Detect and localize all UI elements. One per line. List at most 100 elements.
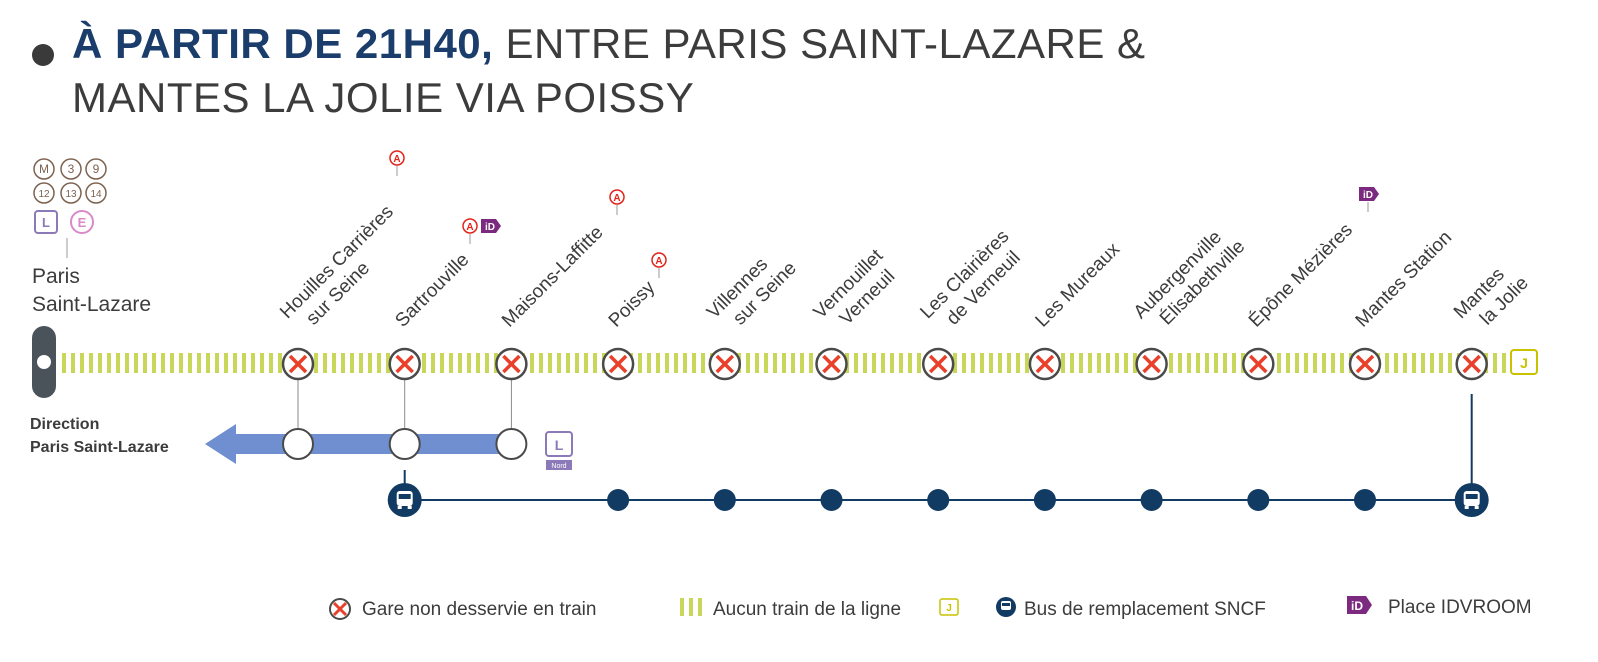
- station-4: Poissy A: [601, 252, 667, 511]
- closed-station-marker: [281, 347, 315, 381]
- title-route: ENTRE PARIS SAINT-LAZARE &: [493, 20, 1146, 67]
- metro-badge-13: 13: [60, 182, 82, 204]
- station-name: AubergenvilleÉlisabethville: [1130, 220, 1249, 339]
- svg-text:A: A: [466, 222, 473, 233]
- svg-text:iD: iD: [1351, 599, 1363, 613]
- end-line-j-badge: J: [1510, 349, 1538, 375]
- line-l-badge: L: [34, 210, 58, 234]
- bus-stop: [1354, 489, 1376, 511]
- rer-a-badge: A: [609, 189, 625, 215]
- station-8: Les Mureaux: [1028, 239, 1125, 511]
- origin-name-line2: Saint-Lazare: [32, 293, 151, 316]
- svg-text:J: J: [1520, 355, 1528, 371]
- closed-station-marker: [1348, 347, 1382, 381]
- legend-idvroom-icon: iD: [1347, 596, 1372, 614]
- svg-text:iD: iD: [1363, 190, 1373, 201]
- direction-stop: [388, 428, 421, 460]
- line-e-badge: E: [70, 210, 94, 234]
- bus-stop: [713, 489, 736, 511]
- station-name: Mantesla Jolie: [1450, 256, 1533, 339]
- svg-text:L: L: [555, 437, 564, 453]
- metro-badge-14: 14: [85, 182, 107, 204]
- svg-text:J: J: [946, 603, 952, 614]
- station-name: Épône Mézières: [1245, 220, 1357, 332]
- svg-text:A: A: [613, 193, 620, 204]
- title-time: À PARTIR DE 21H40,: [72, 20, 494, 67]
- closed-station-marker: [1028, 347, 1062, 381]
- legend-no-train-label: Aucun train de la ligne: [713, 599, 901, 620]
- bus-terminal-icon: [1454, 483, 1489, 517]
- closed-station-marker: [815, 347, 848, 381]
- closed-station-marker: [388, 347, 421, 381]
- page-title-line1: À PARTIR DE 21H40, ENTRE PARIS SAINT-LAZ…: [72, 20, 1146, 68]
- svg-text:14: 14: [90, 189, 102, 200]
- origin-name-line1: Paris: [32, 265, 80, 288]
- station-6: VernouilletVerneuil: [810, 245, 904, 511]
- no-train-hatching: [62, 353, 1506, 373]
- svg-text:13: 13: [65, 189, 77, 200]
- svg-text:A: A: [655, 256, 662, 267]
- metro-badge-M: M: [33, 158, 55, 180]
- bus-stop: [927, 489, 950, 511]
- direction-label-line2: Paris Saint-Lazare: [30, 439, 169, 456]
- svg-text:9: 9: [93, 162, 100, 176]
- bus-stop: [1247, 489, 1270, 511]
- station-2: Sartrouville A iD: [387, 218, 501, 517]
- idvroom-badge: iD: [481, 219, 501, 233]
- legend-no-train-icon: [680, 598, 702, 616]
- svg-text:12: 12: [38, 189, 50, 200]
- bus-stop: [1140, 489, 1163, 511]
- legend: Gare non desservie en train Aucun train …: [329, 596, 1532, 620]
- closed-station-marker: [1135, 347, 1168, 381]
- metro-badge-3: 3: [60, 158, 82, 180]
- station-name: Villennessur Seine: [703, 242, 801, 340]
- svg-text:3: 3: [68, 162, 75, 176]
- stations: Houilles Carrièressur SeineASartrouville…: [276, 150, 1533, 517]
- closed-station-marker: [921, 347, 955, 381]
- bus-stop: [1033, 489, 1056, 511]
- station-3: Maisons-Laffitte A: [495, 189, 625, 460]
- legend-line-j-badge: J: [939, 598, 959, 616]
- direction-stop: [495, 428, 528, 460]
- rer-a-badge: A: [389, 150, 405, 176]
- direction-arrow: [205, 424, 512, 464]
- closed-station-marker: [495, 347, 528, 381]
- direction-stop: [282, 428, 314, 460]
- station-12: Mantesla Jolie: [1450, 256, 1533, 517]
- legend-closed-label: Gare non desservie en train: [362, 599, 596, 620]
- legend-idvroom-label: Place IDVROOM: [1388, 597, 1532, 618]
- svg-text:L: L: [42, 215, 50, 230]
- station-name: Poissy: [605, 277, 660, 332]
- title-bullet: [32, 44, 54, 66]
- rer-a-badge: A: [462, 218, 478, 244]
- station-name: Les Clairièresde Verneuil: [916, 226, 1029, 339]
- metro-badge-12: 12: [33, 182, 55, 204]
- closed-station-marker: [601, 347, 635, 381]
- closed-station-marker: [1455, 347, 1488, 381]
- svg-text:A: A: [393, 154, 400, 165]
- line-l-nord-badge: L Nord: [545, 431, 573, 470]
- station-5: Villennessur Seine: [703, 242, 801, 511]
- legend-closed-icon: [329, 598, 351, 620]
- idvroom-badge: iD: [1359, 187, 1379, 212]
- legend-bus-label: Bus de remplacement SNCF: [1024, 599, 1266, 620]
- station-name: Sartrouville: [391, 249, 473, 331]
- svg-text:iD: iD: [485, 222, 495, 233]
- rer-a-badge: A: [651, 252, 667, 278]
- direction-label-line1: Direction: [30, 416, 99, 433]
- svg-text:Nord: Nord: [551, 463, 566, 470]
- station-name: Mantes Station: [1352, 227, 1456, 331]
- origin-station-dot: [37, 355, 51, 369]
- bus-terminal-icon: [387, 483, 422, 517]
- origin-connections: M 3 9 12 13 14 L E: [33, 158, 107, 234]
- station-name: VernouilletVerneuil: [810, 245, 904, 339]
- station-name: Les Mureaux: [1032, 239, 1125, 332]
- station-10: Épône Mézières iD: [1242, 187, 1379, 511]
- svg-text:M: M: [39, 162, 49, 176]
- bus-stop: [607, 489, 630, 511]
- station-name: Maisons-Laffitte: [498, 222, 607, 331]
- closed-station-marker: [1242, 347, 1275, 381]
- bus-stop: [820, 489, 843, 511]
